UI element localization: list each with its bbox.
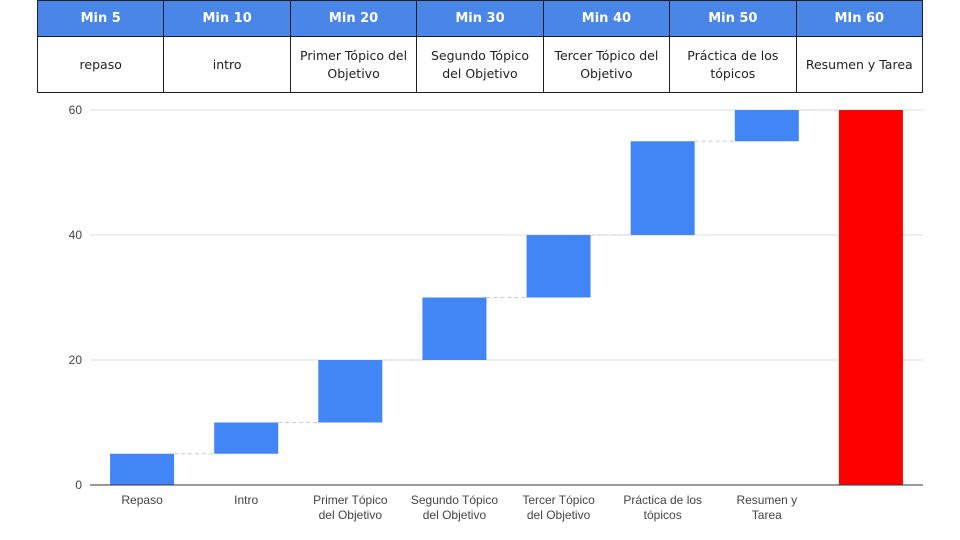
y-tick-label: 40 xyxy=(69,228,83,242)
schedule-cell: intro xyxy=(163,36,291,93)
schedule-header-cell: Min 5 xyxy=(36,0,165,37)
total-bar xyxy=(838,110,903,485)
schedule-cell: Práctica de los tópicos xyxy=(669,36,797,93)
increase-bar xyxy=(214,422,279,454)
schedule-header-cell: MIn 60 xyxy=(795,0,924,37)
x-tick-label: del Objetivo xyxy=(527,508,591,522)
increase-bar xyxy=(630,141,695,235)
schedule-table: Min 5 Min 10 Min 20 Min 30 Min 40 Min 50… xyxy=(36,0,924,93)
schedule-header-row: Min 5 Min 10 Min 20 Min 30 Min 40 Min 50… xyxy=(36,0,924,37)
x-tick-label: tópicos xyxy=(644,508,682,522)
schedule-cell: Primer Tópico del Objetivo xyxy=(289,36,418,93)
x-tick-label: Segundo Tópico xyxy=(411,493,499,507)
x-tick-label: Práctica de los xyxy=(623,493,702,507)
y-tick-label: 20 xyxy=(69,353,83,367)
schedule-header-cell: Min 20 xyxy=(289,0,418,37)
schedule-header-cell: Min 50 xyxy=(669,0,797,37)
schedule-header-cell: Min 10 xyxy=(163,0,291,37)
x-tick-label: Tarea xyxy=(752,508,782,522)
x-tick-label: Primer Tópico xyxy=(313,493,388,507)
x-tick-label: Repaso xyxy=(121,493,163,507)
x-tick-label: del Objetivo xyxy=(423,508,487,522)
schedule-header-cell: Min 40 xyxy=(542,0,671,37)
x-tick-label: Intro xyxy=(234,493,258,507)
x-tick-label: del Objetivo xyxy=(319,508,383,522)
schedule-cell: Resumen y Tarea xyxy=(795,36,924,93)
increase-bar xyxy=(734,110,799,142)
increase-bar xyxy=(110,453,175,485)
increase-bar xyxy=(526,235,591,298)
schedule-cell: Tercer Tópico del Objetivo xyxy=(542,36,671,93)
schedule-header-cell: Min 30 xyxy=(416,0,544,37)
increase-bar xyxy=(422,297,487,360)
increase-bar xyxy=(318,360,383,423)
schedule-content-row: repaso intro Primer Tópico del Objetivo … xyxy=(36,36,924,93)
x-tick-label: Tercer Tópico xyxy=(522,493,595,507)
schedule-cell: repaso xyxy=(36,36,165,93)
schedule-cell: Segundo Tópico del Objetivo xyxy=(416,36,544,93)
y-tick-label: 0 xyxy=(75,478,82,492)
x-tick-label: Resumen y xyxy=(736,493,797,507)
y-tick-label: 60 xyxy=(69,103,83,117)
